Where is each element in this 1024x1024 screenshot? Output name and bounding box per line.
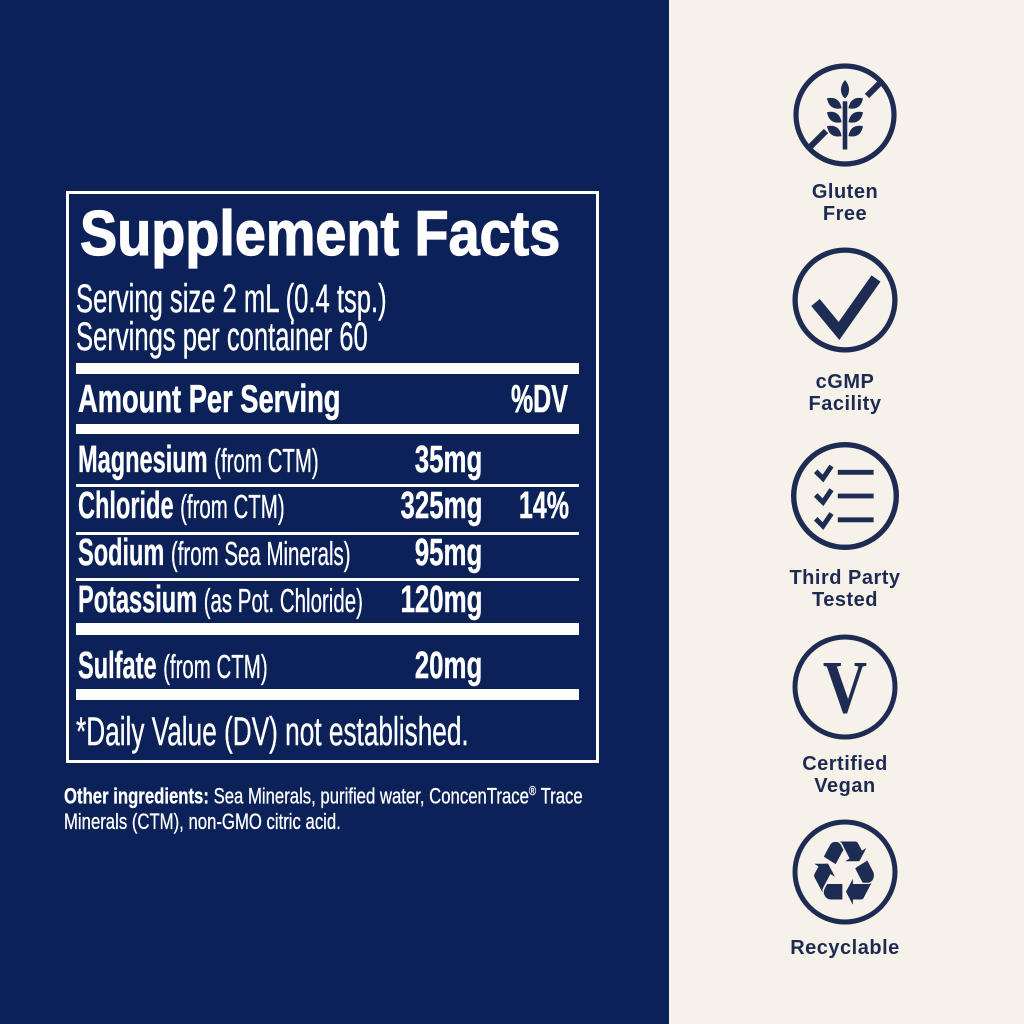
svg-text:V: V	[823, 645, 867, 729]
